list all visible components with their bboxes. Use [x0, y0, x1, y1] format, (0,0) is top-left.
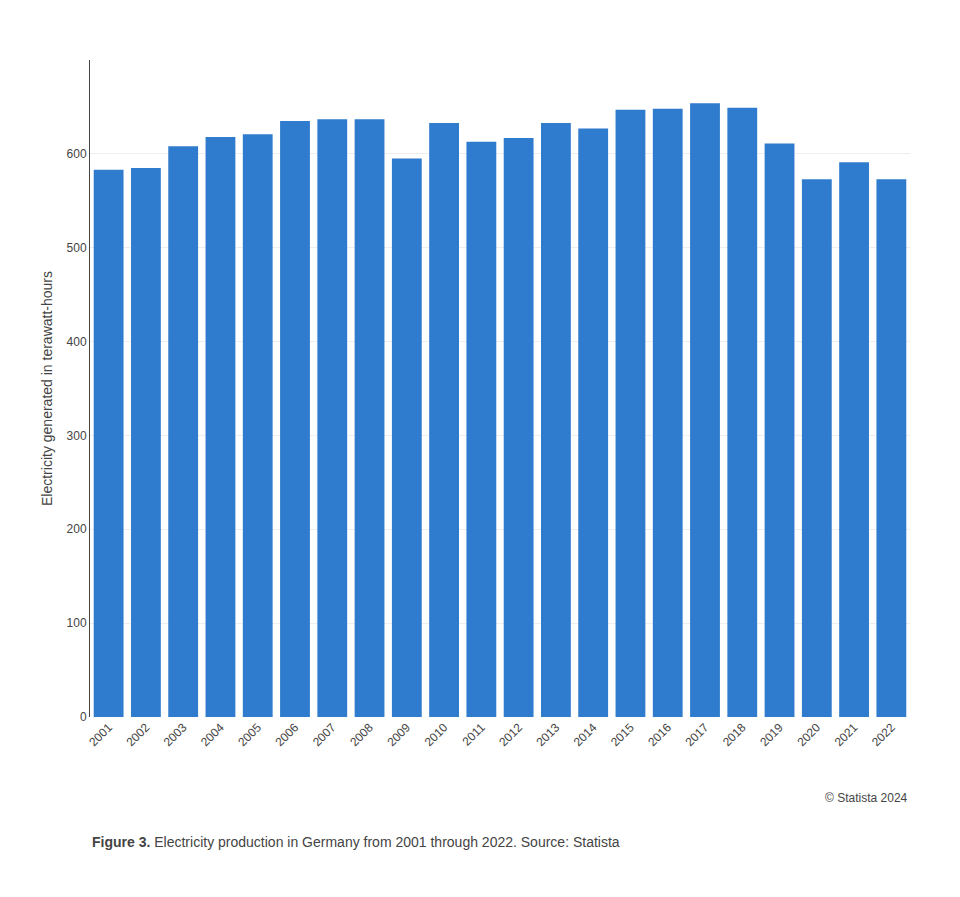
- svg-text:500: 500: [67, 241, 87, 255]
- svg-text:200: 200: [67, 522, 87, 536]
- svg-text:2022: 2022: [869, 720, 898, 749]
- svg-text:2021: 2021: [832, 720, 861, 749]
- svg-text:2018: 2018: [720, 720, 749, 749]
- svg-text:2007: 2007: [310, 720, 339, 749]
- svg-text:2020: 2020: [794, 720, 823, 749]
- svg-text:2019: 2019: [757, 720, 786, 749]
- svg-text:0: 0: [80, 710, 87, 724]
- svg-text:2017: 2017: [683, 720, 712, 749]
- svg-text:400: 400: [67, 335, 87, 349]
- svg-text:2010: 2010: [422, 720, 451, 749]
- svg-text:2008: 2008: [347, 720, 376, 749]
- svg-text:2016: 2016: [645, 720, 674, 749]
- svg-text:Electricity generated in teraw: Electricity generated in terawatt-hours: [39, 271, 55, 506]
- svg-text:2004: 2004: [198, 720, 227, 749]
- svg-text:2002: 2002: [123, 720, 152, 749]
- svg-text:600: 600: [67, 147, 87, 161]
- svg-text:2009: 2009: [384, 720, 413, 749]
- svg-text:2012: 2012: [496, 720, 525, 749]
- svg-text:2005: 2005: [235, 720, 264, 749]
- svg-text:2011: 2011: [460, 720, 488, 748]
- svg-text:2006: 2006: [273, 720, 302, 749]
- svg-text:300: 300: [67, 429, 87, 443]
- svg-text:© Statista 2024: © Statista 2024: [825, 791, 908, 805]
- svg-text:2003: 2003: [161, 720, 190, 749]
- svg-text:Figure 3. Electricity producti: Figure 3. Electricity production in Germ…: [92, 834, 620, 850]
- svg-text:100: 100: [67, 616, 87, 630]
- svg-text:2001: 2001: [86, 720, 115, 749]
- svg-text:2015: 2015: [608, 720, 637, 749]
- svg-text:2014: 2014: [571, 720, 600, 749]
- svg-text:2013: 2013: [533, 720, 562, 749]
